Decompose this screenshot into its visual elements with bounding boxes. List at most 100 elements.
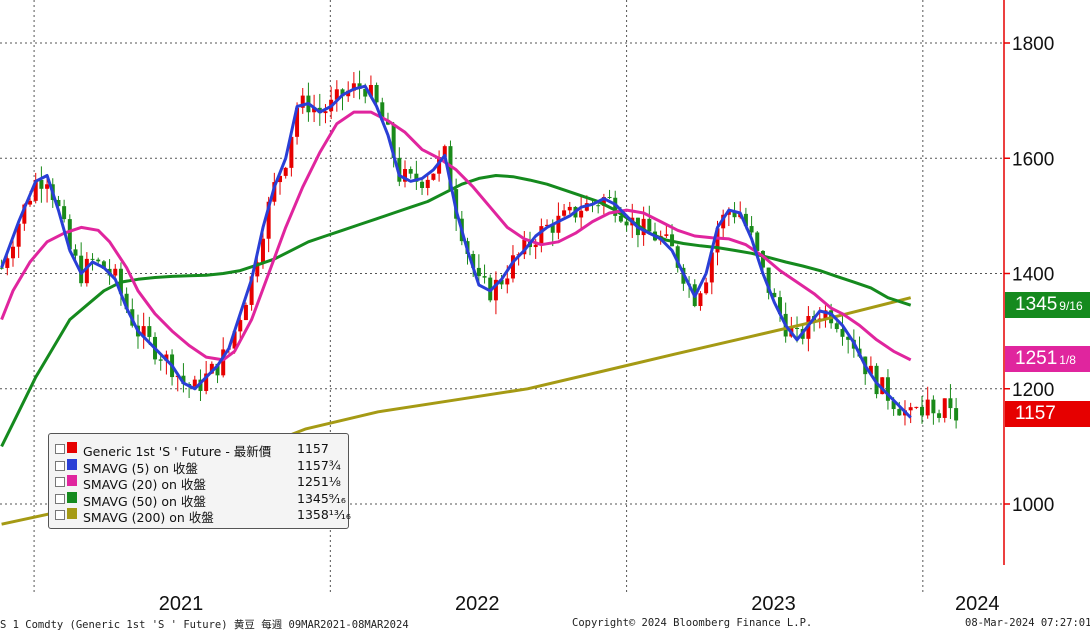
candle-body: [607, 196, 612, 198]
candle-body: [948, 398, 953, 409]
legend-series-value: 1358¹³⁄₁₆: [297, 507, 351, 522]
candle-body: [340, 89, 345, 97]
candle-body: [880, 377, 885, 395]
candle-body: [749, 226, 754, 233]
x-tick-label: 2023: [751, 593, 796, 615]
y-axis-ticks: 1000 1200 1400 1600 1800: [1004, 34, 1054, 516]
candle-body: [243, 304, 248, 321]
chart-legend: Generic 1st 'S ' Future - 最新價 1157 SMAVG (…: [48, 433, 351, 529]
candle-body: [743, 213, 748, 227]
candle-body: [124, 293, 129, 310]
sma50-line: [0, 174, 912, 448]
price-tag: 1345 9/16: [1005, 291, 1090, 318]
y-tick-label: 1600: [1012, 149, 1054, 170]
candle-body: [232, 331, 237, 349]
grid-lines: [0, 42, 1004, 505]
candle-body: [647, 218, 652, 232]
candle-body: [84, 258, 89, 284]
candle-body: [67, 219, 72, 250]
candle-body: [62, 206, 67, 220]
candle-body: [266, 201, 271, 239]
candle-body: [323, 111, 328, 114]
candle-body: [351, 83, 356, 91]
legend-series-value: 1345⁹⁄₁₆: [297, 490, 346, 506]
candle-body: [79, 255, 84, 284]
legend-checkbox[interactable]: [55, 444, 65, 454]
candle-body: [675, 246, 680, 268]
candle-body: [664, 234, 669, 236]
candle-body: [414, 173, 419, 182]
candlesticks: [0, 70, 959, 429]
candle-body: [368, 84, 373, 97]
candle-body: [885, 377, 890, 401]
candle-body: [732, 210, 737, 218]
candle-body: [255, 262, 260, 277]
candle-body: [334, 89, 339, 100]
candle-body: [420, 181, 425, 188]
candle-body: [471, 254, 476, 268]
candle-body: [641, 218, 646, 236]
candle-body: [209, 363, 214, 374]
price-tag-label: 1157: [1015, 402, 1056, 424]
y-tick-label: 1400: [1012, 265, 1054, 286]
candle-body: [204, 373, 209, 391]
y-tick-label: 1000: [1012, 495, 1054, 516]
candle-body: [613, 197, 618, 216]
legend-series-name: SMAVG (200) on 收盤: [83, 510, 214, 525]
legend-series-name: SMAVG (20) on 收盤: [83, 477, 206, 492]
candle-body: [442, 146, 447, 158]
legend-swatch: [67, 491, 77, 503]
legend-checkbox[interactable]: [55, 477, 65, 487]
candle-body: [937, 413, 942, 418]
candle-body: [891, 400, 896, 410]
candle-body: [437, 157, 442, 174]
candle-body: [283, 167, 288, 176]
candle-body: [567, 206, 572, 211]
candle-body: [624, 221, 629, 226]
candle-body: [601, 196, 606, 206]
candle-body: [522, 239, 527, 255]
legend-checkbox[interactable]: [55, 510, 65, 520]
candle-body: [374, 84, 379, 103]
sma5-line: [0, 84, 912, 419]
price-tag: 1157: [1005, 400, 1090, 427]
candle-body: [96, 259, 101, 262]
candle-body: [56, 199, 61, 207]
candle-body: [505, 278, 510, 285]
candle-body: [425, 179, 430, 188]
x-tick-label: 2021: [159, 593, 204, 615]
legend-swatch: [67, 458, 77, 470]
candle-body: [278, 175, 283, 183]
candle-body: [908, 407, 913, 411]
candle-body: [715, 228, 720, 253]
legend-series-name: SMAVG (5) on 收盤: [83, 460, 198, 476]
legend-checkbox[interactable]: [55, 493, 65, 504]
legend-series-value: 1157¾: [297, 457, 341, 473]
candle-body: [755, 232, 760, 251]
candle-body: [925, 399, 930, 416]
candle-body: [431, 173, 436, 180]
candle-body: [704, 282, 709, 294]
candle-body: [709, 252, 714, 283]
candle-body: [391, 124, 396, 158]
candle-body: [22, 204, 27, 224]
legend-checkbox[interactable]: [55, 460, 65, 471]
x-tick-label: 2024: [955, 593, 1000, 615]
candle-body: [846, 336, 851, 340]
candle-body: [920, 406, 925, 416]
price-tag-label: 1345: [1015, 293, 1058, 315]
candle-body: [181, 375, 186, 384]
candle-body: [73, 249, 78, 256]
candle-body: [408, 169, 413, 174]
candle-body: [545, 224, 550, 227]
candle-body: [260, 238, 265, 263]
candle-body: [5, 258, 10, 268]
candle-body: [874, 365, 879, 395]
price-tag-label: 1251: [1015, 348, 1058, 370]
candle-body: [39, 179, 44, 189]
candle-body: [164, 354, 169, 361]
candle-body: [550, 224, 555, 233]
candle-body: [192, 379, 197, 387]
candle-body: [28, 200, 33, 205]
